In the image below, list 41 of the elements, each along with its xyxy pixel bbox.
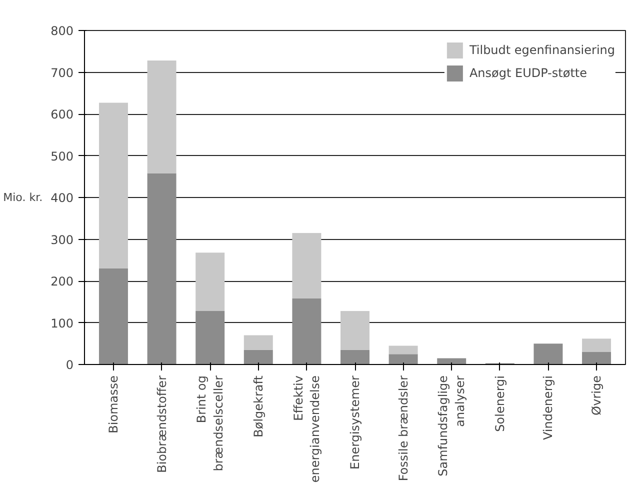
bar	[98, 268, 128, 364]
x-tick-label: Samfundsfaglige analyser	[436, 375, 468, 476]
bar	[292, 232, 322, 299]
x-tick-label: Bølgekraft	[251, 375, 266, 438]
x-tick-label: Solenergi	[492, 375, 507, 432]
y-tick-label: 500	[50, 149, 74, 164]
bar	[196, 311, 225, 364]
x-tick-label: Øvrige	[590, 375, 604, 416]
bar	[437, 358, 466, 364]
legend-label: Tilbudt egenfinansiering	[469, 43, 615, 57]
y-tick-label: 700	[50, 66, 74, 80]
y-tick-label: 800	[50, 24, 74, 38]
y-tick-label: 0	[66, 358, 74, 372]
y-tick-label: 100	[50, 316, 74, 330]
bar	[388, 346, 418, 354]
bar	[534, 344, 563, 364]
bar	[340, 311, 370, 350]
y-tick-label: 400	[50, 191, 74, 205]
x-tick-label: Biomasse	[106, 375, 120, 434]
bar	[582, 352, 612, 364]
bar	[244, 335, 273, 350]
bar	[147, 173, 176, 364]
bar	[388, 354, 418, 364]
x-tick-label: Effektiv energianvendelse	[291, 375, 322, 483]
bar	[340, 350, 370, 364]
x-tick-label: Vindenergi	[541, 376, 556, 440]
x-tick-label: Brint og brændselsceller	[194, 375, 226, 472]
bar	[147, 60, 176, 174]
y-tick-label: 300	[50, 232, 74, 247]
bar	[582, 338, 612, 352]
x-tick-label: Energisystemer	[348, 375, 362, 470]
y-axis-title: Mio. kr.	[3, 191, 43, 204]
legend-label: Ansøgt EUDP-støtte	[469, 66, 587, 80]
bar	[244, 350, 273, 364]
bar	[196, 252, 225, 312]
bar	[98, 102, 128, 268]
y-tick-label: 600	[50, 108, 74, 122]
x-tick-label: Fossile brændsler	[396, 375, 410, 482]
x-tick-label: Biobrændstoffer	[154, 375, 169, 473]
bar	[292, 298, 322, 364]
y-tick-label: 200	[50, 274, 74, 288]
